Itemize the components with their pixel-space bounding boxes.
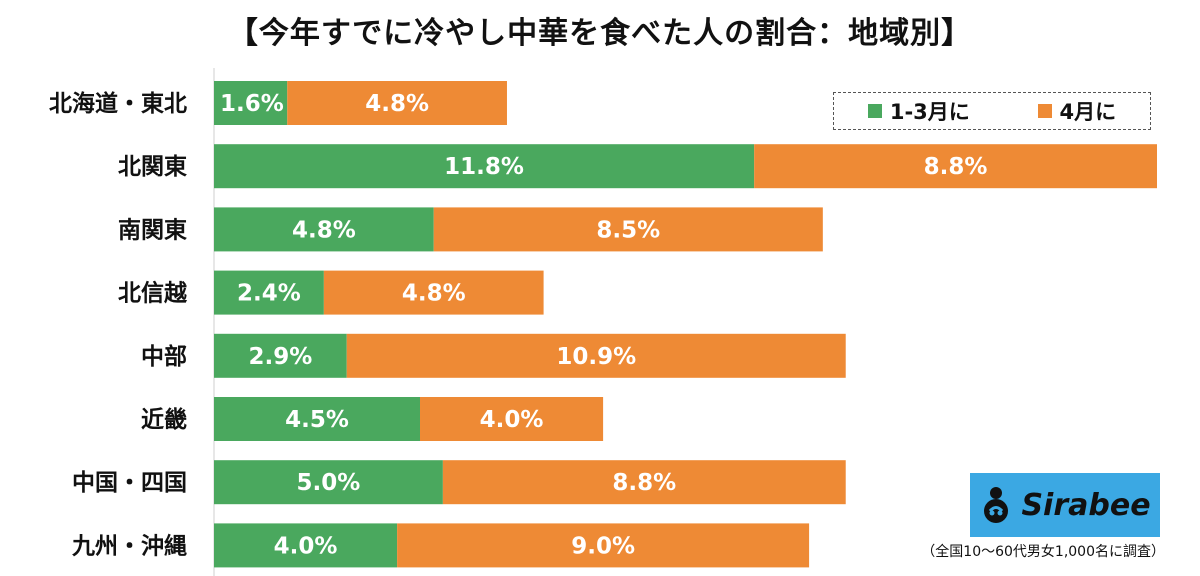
bar-segment-series-2 bbox=[419, 397, 604, 441]
legend-item-series-1: 1-3月に bbox=[867, 96, 970, 126]
bar-segment-series-1 bbox=[214, 144, 755, 189]
bar-value-label: 4.8% bbox=[365, 91, 429, 117]
sirabee-logo: Sirabee bbox=[970, 473, 1160, 537]
survey-note: （全国10〜60代男女1,000名に調査） bbox=[921, 544, 1165, 560]
category-label: 中国・四国 bbox=[72, 470, 187, 496]
bar-value-label: 8.8% bbox=[612, 470, 676, 496]
bar-value-label: 2.9% bbox=[248, 344, 312, 370]
category-label: 中部 bbox=[141, 343, 187, 370]
legend-label-series-1: 1-3月に bbox=[889, 100, 970, 124]
bar-value-label: 8.5% bbox=[596, 217, 660, 243]
bar-value-label: 4.0% bbox=[274, 533, 338, 559]
bar-value-label: 2.4% bbox=[237, 281, 301, 307]
legend-swatch-series-2 bbox=[1037, 104, 1052, 118]
legend-item-series-2: 4月に bbox=[1037, 96, 1117, 126]
bar-segment-series-1 bbox=[214, 333, 347, 378]
legend-swatch-series-1 bbox=[867, 104, 882, 118]
bar-value-label: 4.8% bbox=[292, 217, 356, 243]
bar-segment-series-2 bbox=[433, 207, 823, 252]
bar-segment-series-1 bbox=[214, 270, 324, 315]
bar-value-label: 5.0% bbox=[297, 470, 361, 496]
bar-segment-series-2 bbox=[397, 523, 810, 568]
bar-value-label: 8.8% bbox=[924, 154, 988, 180]
category-label: 北海道・東北 bbox=[49, 90, 187, 117]
category-label: 九州・沖縄 bbox=[71, 533, 187, 559]
bar-segment-series-1 bbox=[214, 81, 288, 125]
sirabee-mark-icon bbox=[984, 487, 1009, 523]
bar-segment-series-2 bbox=[287, 81, 507, 125]
category-label: 近畿 bbox=[141, 407, 187, 433]
bar-value-label: 10.9% bbox=[556, 344, 636, 370]
chart-title: 【今年すでに冷やし中華を食べた人の割合：地域別】 bbox=[227, 16, 973, 51]
bar-value-label: 4.5% bbox=[285, 407, 349, 433]
logo-text: Sirabee bbox=[1021, 487, 1151, 523]
bar-segment-series-2 bbox=[754, 144, 1157, 189]
legend: 1-3月に 4月に bbox=[833, 92, 1151, 130]
legend-label-series-2: 4月に bbox=[1059, 100, 1117, 124]
bar-segment-series-1 bbox=[214, 207, 434, 252]
bar-segment-series-2 bbox=[442, 460, 846, 505]
bar-value-label: 9.0% bbox=[571, 533, 635, 559]
bar-value-label: 1.6% bbox=[220, 91, 284, 117]
category-label: 北関東 bbox=[118, 154, 187, 180]
bar-value-label: 4.8% bbox=[402, 281, 466, 307]
bar-segment-series-1 bbox=[214, 523, 398, 568]
bar-segment-series-1 bbox=[214, 397, 420, 441]
category-label: 北信越 bbox=[118, 280, 188, 307]
bar-segment-series-1 bbox=[214, 460, 443, 505]
bar-segment-series-2 bbox=[323, 270, 544, 315]
bar-segment-series-2 bbox=[346, 333, 846, 378]
category-label: 南関東 bbox=[118, 217, 187, 243]
bar-value-label: 11.8% bbox=[444, 154, 524, 180]
bar-value-label: 4.0% bbox=[480, 407, 544, 433]
